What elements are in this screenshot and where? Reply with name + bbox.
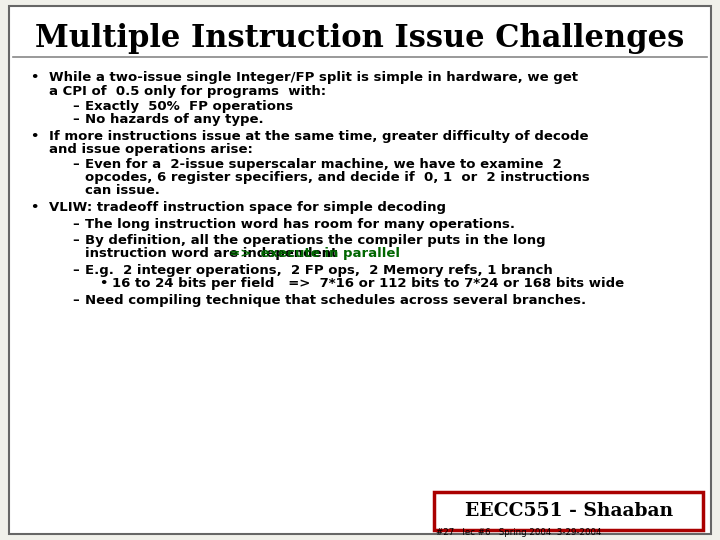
Text: –: – bbox=[72, 264, 78, 277]
Text: #27   lec #6   Spring 2004  3-29-2004: #27 lec #6 Spring 2004 3-29-2004 bbox=[436, 528, 601, 537]
Text: –: – bbox=[72, 113, 78, 126]
Text: opcodes, 6 register specifiers, and decide if  0, 1  or  2 instructions: opcodes, 6 register specifiers, and deci… bbox=[85, 171, 590, 184]
Text: –: – bbox=[72, 100, 78, 113]
Text: –: – bbox=[72, 294, 78, 307]
Text: EECC551 - Shaaban: EECC551 - Shaaban bbox=[464, 502, 673, 520]
Text: –: – bbox=[72, 234, 78, 247]
Text: If more instructions issue at the same time, greater difficulty of decode: If more instructions issue at the same t… bbox=[49, 130, 588, 143]
Text: instruction word are independent: instruction word are independent bbox=[85, 247, 337, 260]
Text: •: • bbox=[99, 277, 108, 290]
Text: –: – bbox=[72, 158, 78, 171]
Text: 16 to 24 bits per field   =>  7*16 or 112 bits to 7*24 or 168 bits wide: 16 to 24 bits per field => 7*16 or 112 b… bbox=[112, 277, 624, 290]
Text: •: • bbox=[30, 71, 39, 84]
Text: While a two-issue single Integer/FP split is simple in hardware, we get: While a two-issue single Integer/FP spli… bbox=[49, 71, 578, 84]
Text: The long instruction word has room for many operations.: The long instruction word has room for m… bbox=[85, 218, 515, 231]
Text: Multiple Instruction Issue Challenges: Multiple Instruction Issue Challenges bbox=[35, 23, 685, 53]
Text: •: • bbox=[30, 201, 39, 214]
Text: a CPI of  0.5 only for programs  with:: a CPI of 0.5 only for programs with: bbox=[49, 85, 326, 98]
Text: VLIW: tradeoff instruction space for simple decoding: VLIW: tradeoff instruction space for sim… bbox=[49, 201, 446, 214]
FancyBboxPatch shape bbox=[434, 492, 703, 530]
Text: and issue operations arise:: and issue operations arise: bbox=[49, 143, 253, 156]
Text: E.g.  2 integer operations,  2 FP ops,  2 Memory refs, 1 branch: E.g. 2 integer operations, 2 FP ops, 2 M… bbox=[85, 264, 553, 277]
Text: Even for a  2-issue superscalar machine, we have to examine  2: Even for a 2-issue superscalar machine, … bbox=[85, 158, 562, 171]
Text: Need compiling technique that schedules across several branches.: Need compiling technique that schedules … bbox=[85, 294, 586, 307]
Text: Exactly  50%  FP operations: Exactly 50% FP operations bbox=[85, 100, 293, 113]
Text: =>  execute in parallel: => execute in parallel bbox=[220, 247, 400, 260]
Text: No hazards of any type.: No hazards of any type. bbox=[85, 113, 264, 126]
Text: •: • bbox=[30, 130, 39, 143]
Text: can issue.: can issue. bbox=[85, 184, 160, 197]
Text: –: – bbox=[72, 218, 78, 231]
FancyBboxPatch shape bbox=[9, 6, 711, 534]
Text: By definition, all the operations the compiler puts in the long: By definition, all the operations the co… bbox=[85, 234, 546, 247]
